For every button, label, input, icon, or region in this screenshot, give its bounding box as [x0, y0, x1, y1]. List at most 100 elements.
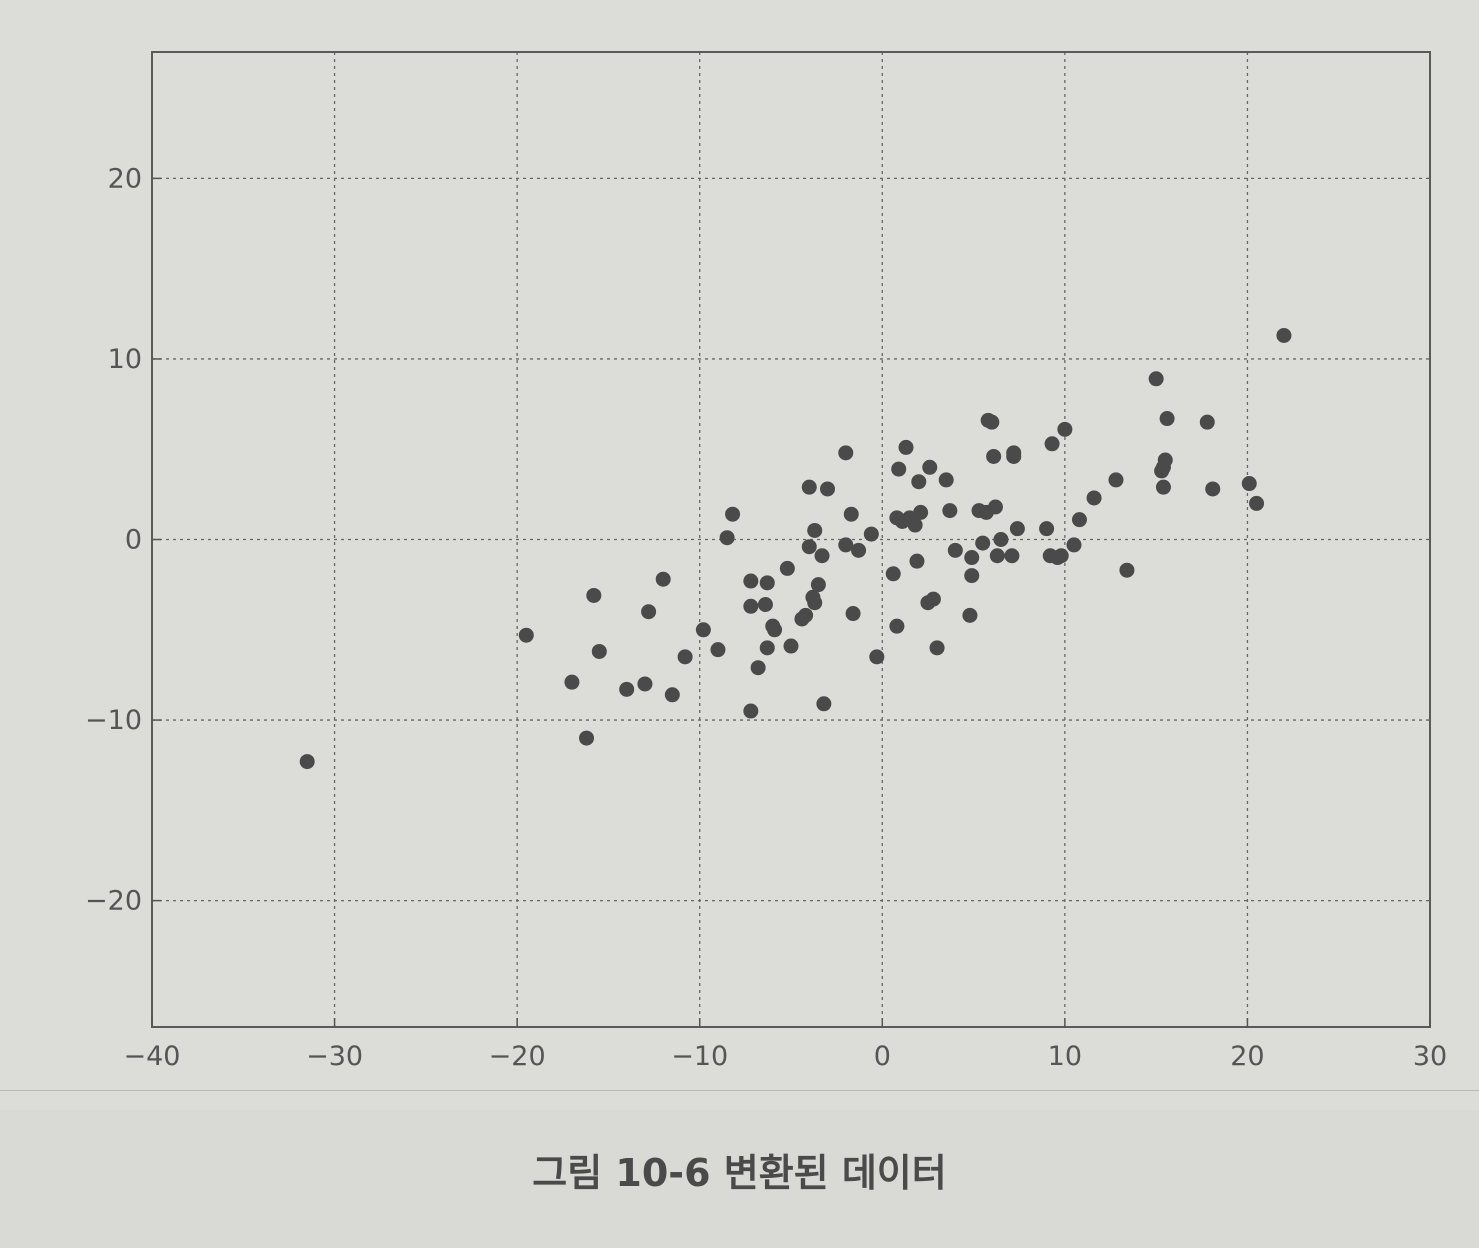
scatter-point	[619, 681, 635, 697]
scatter-point	[801, 539, 817, 555]
scatter-point	[641, 604, 657, 620]
x-tick-label: 10	[1048, 1041, 1082, 1072]
scatter-point	[851, 542, 867, 558]
scatter-point	[907, 517, 923, 533]
x-tick-label: 30	[1413, 1041, 1447, 1072]
scatter-point	[987, 499, 1003, 515]
scatter-point	[909, 553, 925, 569]
scatter-point	[1044, 436, 1060, 452]
scatter-point	[838, 445, 854, 461]
scatter-point	[845, 606, 861, 622]
scatter-point	[889, 618, 905, 634]
scatter-point	[798, 607, 814, 623]
scatter-point	[759, 575, 775, 591]
scatter-point	[655, 571, 671, 587]
scatter-point	[1119, 562, 1135, 578]
y-tick-label: 20	[108, 163, 142, 194]
scatter-point	[1249, 495, 1265, 511]
x-tick-label: −20	[489, 1041, 546, 1072]
scatter-point	[885, 566, 901, 582]
bottom-rule	[0, 1090, 1479, 1091]
x-axis-ticks: −40 −30 −20 −10 0 10 20 30	[124, 1018, 1447, 1072]
scatter-point	[816, 696, 832, 712]
scatter-point	[1205, 481, 1221, 497]
scatter-point	[586, 587, 602, 603]
scatter-point	[591, 643, 607, 659]
scatter-chart: −40 −30 −20 −10 0 10 20 30 20 10 0 −10 −20	[0, 0, 1479, 1110]
scatter-point	[989, 548, 1005, 564]
scatter-point	[1159, 411, 1175, 427]
x-tick-label: −10	[671, 1041, 728, 1072]
y-axis-ticks: 20 10 0 −10 −20	[85, 163, 161, 917]
scatter-point	[863, 526, 879, 542]
scatter-point	[564, 674, 580, 690]
y-tick-label: 10	[108, 344, 142, 375]
scatter-point	[1057, 421, 1073, 437]
scatter-point	[911, 474, 927, 490]
scatter-point	[807, 595, 823, 611]
scatter-point	[984, 414, 1000, 430]
scatter-point	[843, 506, 859, 522]
scatter-point	[750, 660, 766, 676]
scatter-point	[922, 459, 938, 475]
scatter-point	[820, 481, 836, 497]
scatter-point	[767, 622, 783, 638]
scatter-point	[947, 542, 963, 558]
scatter-point	[1155, 479, 1171, 495]
scatter-point	[838, 537, 854, 553]
scatter-point	[913, 504, 929, 520]
chart-background	[0, 0, 1479, 1110]
scatter-point	[1004, 548, 1020, 564]
scatter-point	[986, 448, 1002, 464]
x-tick-label: −40	[124, 1041, 181, 1072]
scatter-point	[1157, 452, 1173, 468]
scatter-point	[1071, 512, 1087, 528]
scatter-point	[779, 560, 795, 576]
scatter-point	[1006, 448, 1022, 464]
scatter-point	[664, 687, 680, 703]
scatter-point	[743, 598, 759, 614]
scatter-point	[962, 607, 978, 623]
scatter-point	[518, 627, 534, 643]
scatter-point	[1276, 327, 1292, 343]
scatter-point	[814, 548, 830, 564]
scatter-point	[1053, 548, 1069, 564]
scatter-point	[938, 472, 954, 488]
y-tick-label: −20	[85, 886, 142, 917]
scatter-point	[1108, 472, 1124, 488]
grid-lines	[152, 52, 1430, 1027]
scatter-point	[1148, 371, 1164, 387]
x-tick-label: 0	[874, 1041, 891, 1072]
scatter-point	[757, 597, 773, 612]
scatter-point	[964, 550, 980, 566]
scatter-point	[942, 503, 958, 519]
scatter-point	[1066, 537, 1082, 553]
scatter-point	[1241, 476, 1257, 492]
y-tick-label: 0	[125, 525, 142, 556]
scatter-point	[925, 591, 941, 607]
scatter-point	[579, 730, 595, 746]
scatter-point	[1086, 490, 1102, 506]
scatter-point	[743, 573, 759, 589]
scatter-point	[869, 649, 885, 665]
scatter-point	[929, 640, 945, 656]
figure-caption: 그림 10-6 변환된 데이터	[532, 1151, 947, 1195]
scatter-point	[1039, 521, 1055, 537]
y-tick-label: −10	[85, 705, 142, 736]
scatter-point	[299, 754, 315, 770]
scatter-point	[898, 439, 914, 455]
scatter-point	[807, 522, 823, 538]
scatter-point	[1199, 414, 1215, 430]
scatter-point	[710, 642, 726, 658]
scatter-point	[801, 479, 817, 495]
scatter-point	[743, 703, 759, 719]
data-points	[299, 327, 1292, 770]
scatter-point	[719, 530, 735, 546]
scatter-point	[637, 676, 653, 692]
scatter-point	[993, 532, 1009, 547]
scatter-point	[759, 640, 775, 656]
scatter-point	[975, 535, 991, 551]
x-tick-label: 20	[1230, 1041, 1264, 1072]
scatter-point	[677, 649, 693, 665]
